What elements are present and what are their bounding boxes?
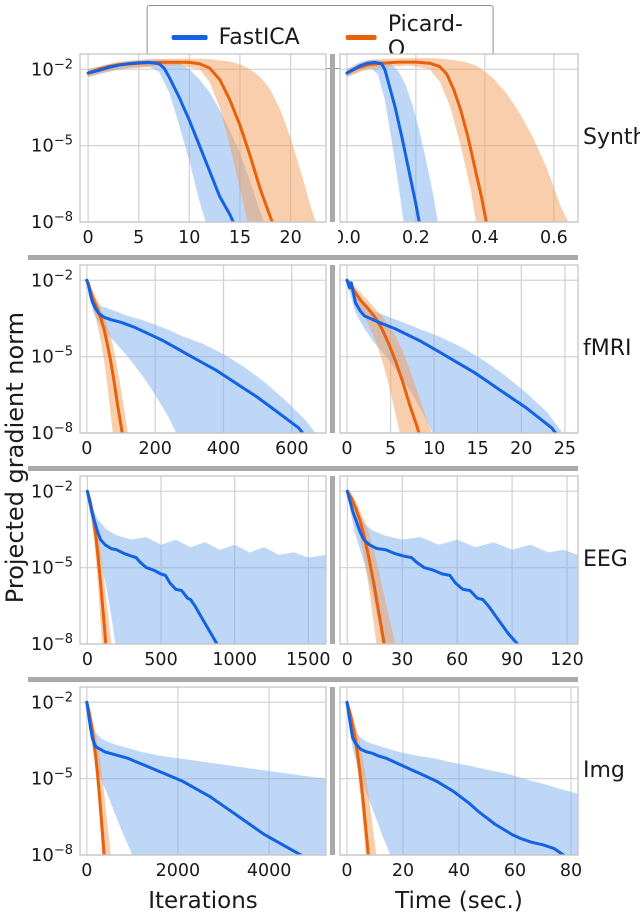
svg-text:60: 60 [504, 861, 526, 881]
plot-synth-iterations: 0 5 10 15 20 10−2 10−5 10−8 [31, 53, 327, 248]
row-separator [28, 255, 578, 260]
svg-text:0.6: 0.6 [540, 228, 568, 248]
svg-text:20: 20 [279, 228, 301, 248]
svg-text:10−2: 10−2 [31, 479, 73, 502]
row-label-eeg: EEG [583, 547, 628, 572]
svg-text:10−8: 10−8 [31, 843, 73, 866]
svg-text:600: 600 [275, 439, 308, 459]
svg-text:5: 5 [385, 439, 396, 459]
svg-text:2000: 2000 [156, 861, 201, 881]
svg-text:1500: 1500 [286, 650, 330, 670]
row-label-img: Img [583, 758, 625, 783]
svg-text:10: 10 [423, 439, 445, 459]
svg-text:0: 0 [81, 439, 92, 459]
plot-img-iterations: 0 2000 4000 10−2 10−5 10−8 [31, 686, 327, 881]
svg-text:400: 400 [207, 439, 240, 459]
svg-text:80: 80 [560, 861, 582, 881]
svg-text:25: 25 [554, 439, 576, 459]
svg-text:60: 60 [446, 650, 468, 670]
svg-text:10−2: 10−2 [31, 690, 73, 713]
svg-text:120: 120 [550, 650, 583, 670]
svg-text:10−2: 10−2 [31, 57, 73, 80]
svg-text:90: 90 [501, 650, 523, 670]
x-axis-label-time: Time (sec.) [395, 888, 523, 914]
svg-text:0: 0 [82, 650, 93, 670]
svg-text:10−5: 10−5 [31, 556, 73, 579]
svg-text:5: 5 [133, 228, 144, 248]
svg-text:15: 15 [229, 228, 251, 248]
legend-label-fastica: FastICA [218, 24, 300, 50]
svg-text:4000: 4000 [247, 861, 292, 881]
svg-text:500: 500 [144, 650, 177, 670]
y-axis-label: Projected gradient norm [1, 312, 29, 604]
row-label-synth: Synth [583, 125, 640, 150]
fastica-line-swatch [171, 34, 208, 40]
row-separator [28, 466, 578, 471]
svg-text:0: 0 [342, 650, 353, 670]
svg-text:0: 0 [81, 861, 92, 881]
column-separator [330, 265, 335, 433]
picard-line-swatch [345, 34, 377, 40]
plot-eeg-iterations: 0 500 1000 1500 10−2 10−5 10−8 [31, 475, 330, 670]
column-separator [330, 54, 335, 222]
svg-text:10−2: 10−2 [31, 268, 73, 291]
x-axis-label-iterations: Iterations [148, 888, 258, 914]
svg-text:10−5: 10−5 [31, 345, 73, 368]
svg-text:15: 15 [467, 439, 489, 459]
row-separator [28, 677, 578, 682]
svg-text:10−5: 10−5 [31, 767, 73, 790]
svg-text:10−8: 10−8 [31, 210, 73, 233]
svg-text:40: 40 [448, 861, 470, 881]
svg-text:10: 10 [178, 228, 200, 248]
row-label-fmri: fMRI [583, 336, 632, 361]
svg-text:1000: 1000 [212, 650, 257, 670]
y-axis-label-wrap: Projected gradient norm [0, 30, 30, 886]
svg-text:10−8: 10−8 [31, 421, 73, 444]
svg-text:0: 0 [83, 228, 94, 248]
svg-text:30: 30 [391, 650, 413, 670]
svg-text:0: 0 [341, 439, 352, 459]
plot-synth-time: 0.0 0.2 0.4 0.6 [338, 53, 579, 248]
plot-eeg-time: 0 30 60 90 120 [339, 475, 584, 670]
plot-fmri-time: 0 5 10 15 20 25 [339, 264, 579, 459]
svg-text:0.4: 0.4 [471, 228, 499, 248]
svg-text:0: 0 [341, 861, 352, 881]
svg-text:10−5: 10−5 [31, 134, 73, 157]
svg-text:20: 20 [510, 439, 532, 459]
legend-item-fastica: FastICA [171, 24, 300, 50]
svg-text:20: 20 [392, 861, 414, 881]
plot-img-time: 0 20 40 60 80 [339, 686, 582, 881]
svg-text:200: 200 [138, 439, 171, 459]
svg-text:0.2: 0.2 [402, 228, 430, 248]
svg-text:0.0: 0.0 [338, 228, 361, 248]
column-separator [330, 687, 335, 855]
plot-fmri-iterations: 0 200 400 600 10−2 10−5 10−8 [31, 264, 327, 459]
column-separator [330, 476, 335, 644]
svg-text:10−8: 10−8 [31, 632, 73, 655]
